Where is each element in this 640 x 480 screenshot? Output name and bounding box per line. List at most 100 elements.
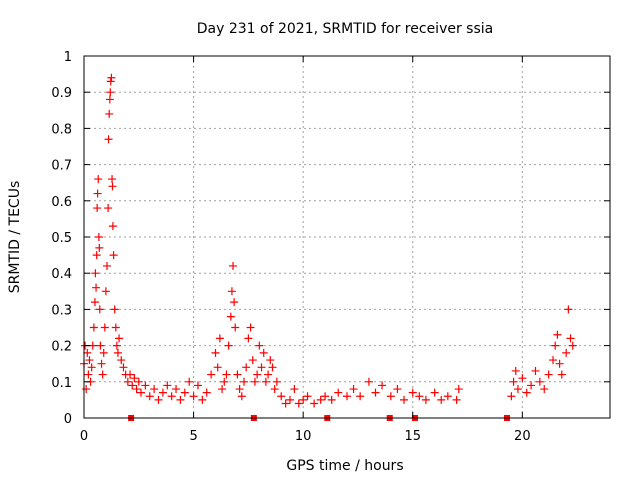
- data-point: [327, 395, 336, 404]
- data-point: [244, 334, 253, 343]
- data-point: [112, 341, 121, 350]
- data-point: [237, 392, 246, 401]
- y-tick-label: 0.7: [51, 159, 72, 174]
- data-point: [87, 363, 96, 372]
- data-point: [107, 73, 116, 82]
- data-point: [270, 385, 279, 394]
- data-point: [106, 88, 115, 97]
- data-point: [399, 395, 408, 404]
- data-point: [343, 392, 351, 401]
- data-point: [150, 385, 159, 394]
- data-point: [356, 392, 365, 401]
- data-point: [454, 385, 463, 394]
- data-point: [264, 370, 273, 379]
- data-point: [96, 341, 105, 350]
- data-point: [163, 381, 172, 390]
- data-point: [549, 356, 558, 365]
- data-point: [250, 377, 259, 386]
- y-tick-label: 0.3: [51, 303, 72, 318]
- data-point: [119, 363, 128, 372]
- data-point: [108, 222, 117, 231]
- data-point: [104, 135, 113, 144]
- data-point: [132, 385, 141, 394]
- data-point: [290, 385, 299, 394]
- data-point: [145, 392, 154, 401]
- data-point: [277, 392, 286, 401]
- data-point: [303, 392, 312, 401]
- data-point: [89, 323, 98, 332]
- data-point: [105, 109, 114, 118]
- data-point: [239, 377, 248, 386]
- data-point: [94, 175, 103, 184]
- data-point: [91, 269, 100, 278]
- data-point: [117, 356, 126, 365]
- data-point: [272, 377, 281, 386]
- data-point: [99, 348, 108, 357]
- data-point: [136, 388, 145, 397]
- data-point: [220, 377, 229, 386]
- data-point: [207, 370, 216, 379]
- data-point: [242, 363, 251, 372]
- data-point: [222, 370, 231, 379]
- data-point: [553, 330, 562, 339]
- data-point: [167, 392, 176, 401]
- data-point: [111, 323, 120, 332]
- data-point: [371, 388, 380, 397]
- data-point: [211, 348, 220, 357]
- data-point: [266, 356, 275, 365]
- data-point: [511, 366, 520, 375]
- data-point: [364, 377, 373, 386]
- data-point: [94, 233, 103, 241]
- data-point: [378, 381, 387, 390]
- data-point: [215, 334, 224, 343]
- data-point: [202, 388, 211, 397]
- data-point: [93, 189, 102, 198]
- data-point: [224, 341, 233, 350]
- data-point: [106, 77, 115, 86]
- data-point: [230, 298, 239, 307]
- data-point: [513, 385, 522, 394]
- y-tick-label: 0.6: [51, 195, 72, 210]
- data-point: [522, 388, 531, 397]
- data-point: [109, 251, 118, 260]
- data-point: [103, 261, 112, 270]
- data-point: [123, 377, 132, 386]
- data-point: [259, 348, 268, 357]
- chart-title: Day 231 of 2021, SRMTID for receiver ssi…: [197, 21, 493, 37]
- data-point: [126, 370, 135, 379]
- data-point: [85, 356, 94, 365]
- data-point: [229, 261, 238, 270]
- data-point: [268, 363, 277, 372]
- data-point: [421, 395, 430, 404]
- data-point: [507, 392, 516, 401]
- data-point: [566, 334, 575, 343]
- data-point: [115, 334, 124, 343]
- data-point: [213, 363, 222, 372]
- y-tick-label: 0.8: [51, 122, 72, 137]
- data-point: [255, 341, 264, 350]
- data-point: [316, 395, 325, 404]
- data-point: [154, 395, 163, 404]
- data-point: [527, 381, 536, 390]
- data-point: [540, 385, 549, 394]
- data-point: [88, 341, 97, 350]
- data-point: [535, 377, 544, 386]
- data-point: [198, 395, 207, 404]
- data-point: [257, 363, 266, 372]
- data-point: [104, 204, 113, 213]
- data-point: [321, 392, 330, 401]
- x-tick-label: 20: [514, 429, 531, 444]
- data-point: [92, 251, 101, 260]
- data-point: [218, 385, 227, 394]
- data-point: [568, 341, 577, 350]
- data-point: [108, 175, 117, 184]
- y-tick-label: 0: [64, 412, 72, 427]
- data-point: [544, 370, 553, 379]
- x-tick-label: 15: [404, 429, 421, 444]
- data-point: [105, 95, 114, 104]
- data-point: [281, 399, 290, 408]
- data-point: [113, 348, 122, 357]
- data-point: [443, 392, 452, 401]
- data-point: [189, 392, 198, 401]
- data-point: [226, 312, 235, 321]
